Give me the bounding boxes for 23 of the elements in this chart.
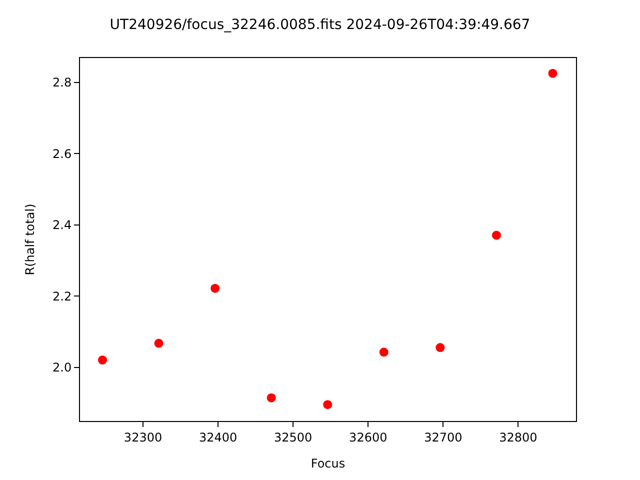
x-tick-label: 32700: [424, 430, 462, 444]
x-tick-label: 32800: [499, 430, 538, 444]
y-tick-label: 2.2: [52, 289, 72, 304]
x-tick-label: 32300: [124, 430, 162, 444]
point: [154, 338, 164, 348]
point: [266, 393, 276, 402]
point: [98, 356, 108, 365]
y-tick-label: 2.0: [52, 360, 72, 375]
point: [323, 400, 332, 410]
chart-title: UT240926/focus_32246.0085.fits 2024-09-26T04:39:49.667: [110, 16, 530, 33]
y-tick-label: 2.6: [52, 146, 72, 161]
point: [436, 343, 445, 352]
y-tick-label: 2.4: [52, 218, 72, 232]
point: [379, 348, 388, 357]
x-tick-label: 32600: [349, 430, 388, 444]
point: [210, 284, 220, 293]
point: [548, 68, 558, 78]
x-axis-title: Focus: [310, 456, 346, 470]
x-tick-label: 32500: [274, 430, 312, 444]
y-tick-label: 2.8: [52, 75, 72, 90]
x-tick-label: 32400: [198, 430, 238, 444]
point: [492, 230, 501, 240]
y-axis-title: R(half total): [22, 204, 37, 276]
